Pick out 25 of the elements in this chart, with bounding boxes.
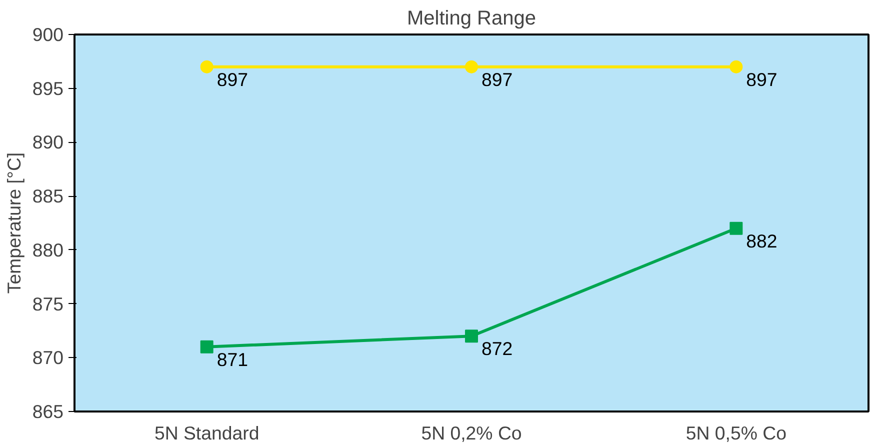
x-tick-label: 5N 0,2% Co	[421, 422, 522, 444]
y-tick-label: 865	[32, 401, 64, 422]
y-tick-label: 900	[32, 24, 64, 45]
y-tick-label: 870	[32, 347, 64, 368]
y-tick-label: 895	[32, 78, 64, 99]
x-tick-label: 5N 0,5% Co	[686, 422, 786, 444]
data-label: 882	[746, 230, 778, 252]
y-tick-label: 875	[32, 293, 64, 314]
data-label: 872	[482, 338, 513, 360]
y-axis-title: Temperature [°C]	[3, 152, 24, 294]
data-label: 897	[216, 68, 248, 90]
point	[730, 222, 743, 235]
chart-title: Melting Range	[407, 8, 536, 30]
data-label: 871	[216, 348, 248, 370]
point	[200, 340, 214, 354]
point	[200, 60, 214, 74]
point	[465, 330, 478, 343]
y-tick-label: 885	[32, 186, 64, 207]
point	[465, 60, 478, 74]
point	[730, 60, 743, 74]
x-tick-label: 5N Standard	[154, 422, 260, 444]
y-tick-label: 890	[32, 132, 64, 153]
y-tick-label: 880	[32, 239, 64, 260]
data-label: 897	[746, 68, 778, 90]
data-label: 897	[482, 68, 513, 90]
